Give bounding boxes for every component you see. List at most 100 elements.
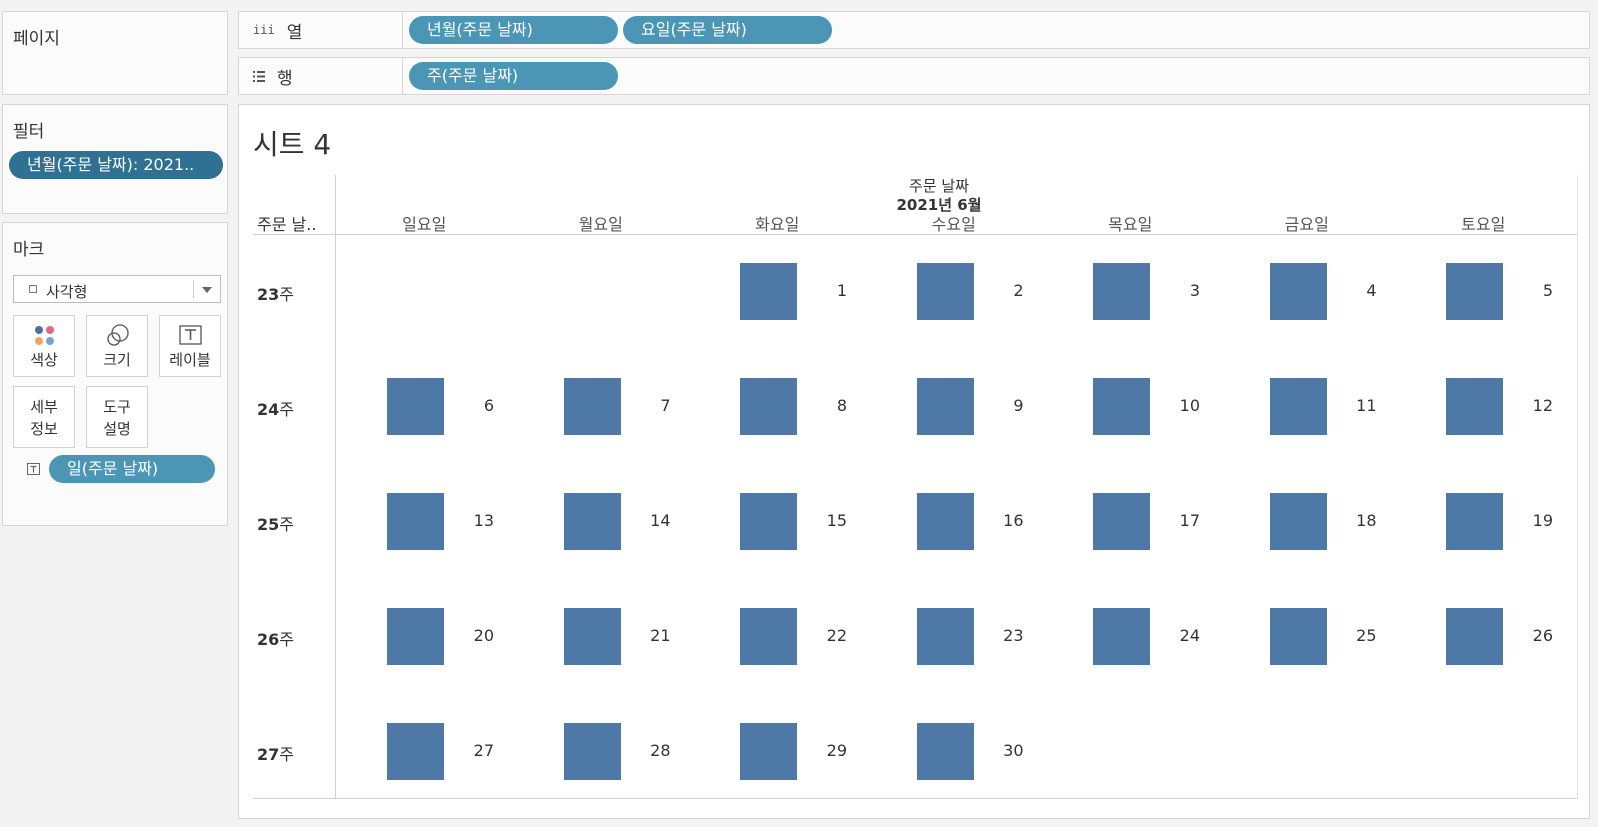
pages-card[interactable]: 페이지: [2, 11, 228, 95]
view-area[interactable]: 시트 4 주문 날짜 2021년 6월 주문 날.. 일요일 월요일 화요일 수요일 목…: [238, 104, 1590, 819]
day-number-label: 30: [1003, 740, 1024, 760]
row-header-order-date: 주문 날..: [257, 215, 317, 234]
day-mark[interactable]: [916, 607, 974, 665]
day-mark[interactable]: [1269, 262, 1327, 320]
day-mark[interactable]: [740, 492, 797, 550]
day-number-label: 12: [1532, 395, 1553, 415]
day-mark[interactable]: [1093, 262, 1150, 320]
day-mark[interactable]: [1269, 377, 1327, 435]
columns-icon: iii: [253, 23, 275, 37]
day-number-label: 29: [826, 740, 847, 760]
filters-card[interactable]: 필터 년월(주문 날짜): 2021..: [2, 104, 228, 214]
columns-shelf-text: 열: [286, 22, 303, 43]
mark-type-dropdown[interactable]: 사각형: [13, 275, 221, 303]
day-mark[interactable]: [387, 377, 444, 435]
day-number-label: 10: [1179, 395, 1200, 415]
rows-shelf-text: 행: [277, 68, 293, 89]
day-mark[interactable]: [740, 607, 797, 665]
day-mark[interactable]: [1269, 492, 1327, 550]
day-number-label: 18: [1356, 510, 1377, 530]
day-number-label: 5: [1542, 280, 1553, 300]
tooltip-button-label-1: 도구: [103, 398, 131, 416]
rows-shelf-divider: [402, 58, 403, 94]
day-number-label: 20: [473, 625, 494, 645]
row-header-divider: [335, 175, 336, 799]
week-label: 26주: [257, 629, 294, 649]
day-mark[interactable]: [563, 492, 621, 550]
tooltip-button[interactable]: 도구 설명: [86, 386, 148, 448]
detail-button-label-1: 세부: [30, 398, 58, 416]
list-icon: [253, 70, 265, 82]
columns-shelf: iii 열 년월(주문 날짜) 요일(주문 날짜): [238, 11, 1590, 49]
day-number-label: 15: [826, 510, 847, 530]
day-mark[interactable]: [740, 377, 797, 435]
day-mark[interactable]: [1093, 492, 1150, 550]
week-label: 27주: [257, 744, 294, 764]
pages-title: 페이지: [13, 29, 60, 49]
filter-pill-year-month[interactable]: 년월(주문 날짜): 2021..: [9, 151, 223, 179]
day-mark[interactable]: [1093, 607, 1150, 665]
day-number-label: 14: [650, 510, 671, 530]
day-mark[interactable]: [387, 722, 444, 780]
day-number-label: 17: [1179, 510, 1200, 530]
day-header: 월요일: [578, 215, 623, 234]
label-button[interactable]: 레이블: [159, 315, 221, 377]
day-mark[interactable]: [1446, 262, 1503, 320]
color-icon: [35, 326, 54, 345]
day-number-label: 16: [1003, 510, 1024, 530]
day-mark[interactable]: [1446, 492, 1503, 550]
day-header: 화요일: [755, 215, 800, 234]
day-number-label: 3: [1189, 280, 1200, 300]
day-mark[interactable]: [916, 492, 974, 550]
color-button[interactable]: 색상: [13, 315, 75, 377]
mark-type-label: 사각형: [46, 283, 88, 301]
label-field-pill[interactable]: 일(주문 날짜): [49, 455, 215, 483]
day-number-label: 13: [473, 510, 494, 530]
day-mark[interactable]: [563, 607, 621, 665]
square-mark-icon: [29, 285, 37, 293]
day-header: 목요일: [1108, 215, 1153, 234]
day-number-label: 22: [826, 625, 847, 645]
day-mark[interactable]: [387, 607, 444, 665]
size-button[interactable]: 크기: [86, 315, 148, 377]
header-divider-line: [253, 234, 1577, 235]
text-label-icon: [179, 325, 202, 345]
day-number-label: 11: [1356, 395, 1377, 415]
day-mark[interactable]: [1269, 607, 1327, 665]
rows-shelf-label: 행: [253, 58, 293, 94]
detail-button[interactable]: 세부 정보: [13, 386, 75, 448]
size-icon: [107, 324, 129, 346]
day-number-label: 6: [483, 395, 494, 415]
color-button-label: 색상: [30, 351, 58, 369]
columns-shelf-divider: [402, 12, 403, 48]
week-label: 25주: [257, 514, 294, 534]
week-label: 24주: [257, 399, 294, 419]
day-mark[interactable]: [916, 262, 974, 320]
day-number-label: 26: [1532, 625, 1553, 645]
plot-bottom-line: [253, 798, 1577, 799]
tooltip-button-label-2: 설명: [103, 420, 131, 438]
column-pill-year-month[interactable]: 년월(주문 날짜): [409, 16, 618, 44]
dropdown-divider: [193, 280, 194, 298]
day-mark[interactable]: [916, 377, 974, 435]
column-pill-weekday[interactable]: 요일(주문 날짜): [623, 16, 832, 44]
day-mark[interactable]: [1093, 377, 1150, 435]
day-mark[interactable]: [563, 377, 621, 435]
day-number-label: 8: [836, 395, 847, 415]
rows-shelf: 행 주(주문 날짜): [238, 57, 1590, 95]
day-mark[interactable]: [563, 722, 621, 780]
header-field-name: 주문 날짜: [909, 177, 969, 195]
day-mark[interactable]: [740, 262, 797, 320]
day-number-label: 28: [650, 740, 671, 760]
day-mark[interactable]: [387, 492, 444, 550]
day-number-label: 7: [660, 395, 671, 415]
day-mark[interactable]: [1446, 607, 1503, 665]
day-mark[interactable]: [1446, 377, 1503, 435]
day-number-label: 25: [1356, 625, 1377, 645]
row-pill-week[interactable]: 주(주문 날짜): [409, 62, 618, 90]
day-mark[interactable]: [916, 722, 974, 780]
day-number-label: 4: [1366, 280, 1377, 300]
day-mark[interactable]: [740, 722, 797, 780]
day-number-label: 1: [836, 280, 847, 300]
chevron-down-icon[interactable]: [202, 287, 212, 293]
